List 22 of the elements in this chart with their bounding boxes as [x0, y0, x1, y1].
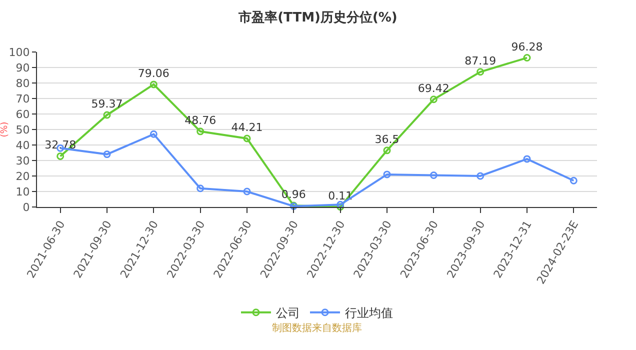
legend-label: 行业均值: [345, 306, 393, 320]
y-tick-label: 40: [16, 138, 30, 152]
legend-label: 公司: [276, 306, 300, 320]
text: 制图数据来自数据库: [272, 322, 362, 334]
data-label: 69.42: [418, 82, 450, 95]
y-tick-label: 10: [16, 185, 30, 198]
y-tick-label: 100: [8, 46, 30, 59]
chart-title: 市盈率(TTM)历史分位(%): [238, 9, 398, 26]
data-label: 96.28: [511, 40, 543, 54]
y-tick-label: 30: [16, 154, 30, 168]
data-label: 87.19: [464, 54, 496, 68]
y-tick-label: 20: [16, 170, 30, 183]
y-tick-label: 0: [22, 200, 30, 214]
y-tick-label: 80: [16, 76, 30, 90]
data-label: 59.37: [91, 97, 123, 110]
y-tick-label: 50: [16, 123, 30, 136]
y-axis-title: (%): [0, 122, 10, 138]
y-tick-label: 90: [16, 61, 30, 74]
data-label: 79.06: [138, 66, 170, 80]
y-tick-label: 70: [16, 92, 30, 106]
y-tick-label: 60: [16, 108, 30, 121]
data-label: 44.21: [231, 120, 263, 134]
